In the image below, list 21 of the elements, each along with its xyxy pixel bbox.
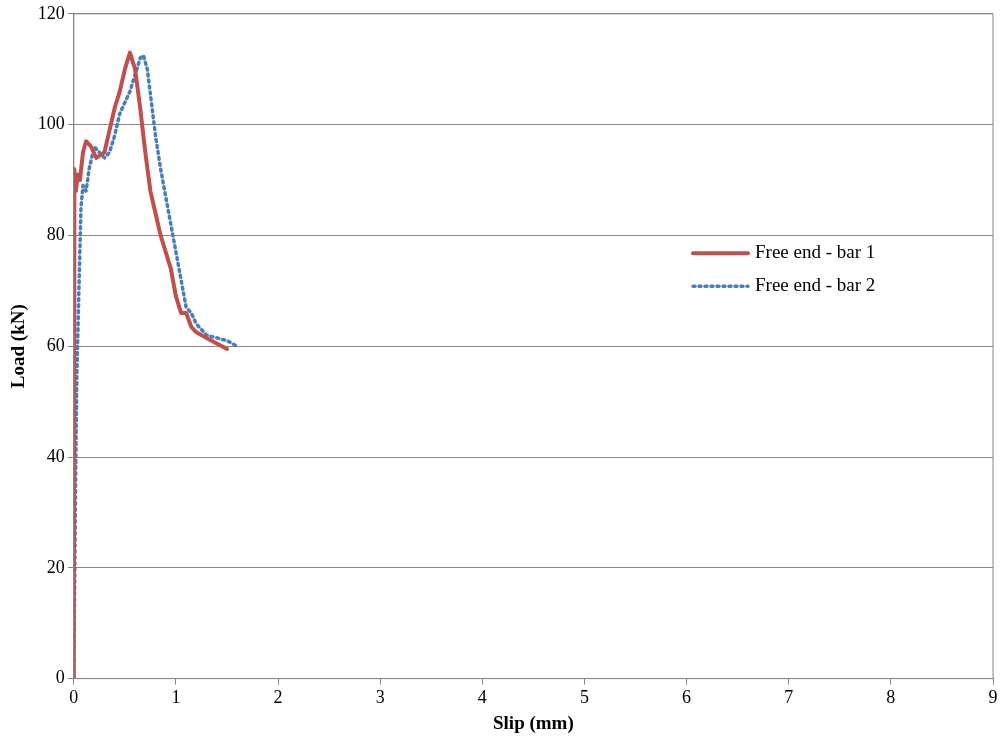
legend-label: Free end - bar 1 <box>755 241 876 263</box>
y-tick-label: 20 <box>46 556 65 577</box>
x-tick-label: 6 <box>682 687 692 708</box>
x-tick-label: 1 <box>171 687 181 708</box>
x-tick-label: 2 <box>273 687 283 708</box>
y-tick-label: 100 <box>37 113 65 134</box>
x-tick-label: 5 <box>579 687 589 708</box>
y-tick-label: 120 <box>37 2 65 23</box>
x-tick-label: 0 <box>69 687 79 708</box>
x-axis-title: Slip (mm) <box>493 711 574 734</box>
x-tick-label: 9 <box>988 687 998 708</box>
y-tick-label: 40 <box>46 445 65 466</box>
y-axis-title: Load (kN) <box>7 304 30 389</box>
x-tick-label: 4 <box>477 687 487 708</box>
x-tick-label: 3 <box>375 687 385 708</box>
y-tick-label: 0 <box>55 667 65 688</box>
x-tick-label: 8 <box>886 687 896 708</box>
y-tick-label: 80 <box>46 224 65 245</box>
y-tick-label: 60 <box>46 334 65 355</box>
x-tick-label: 7 <box>784 687 794 708</box>
legend-label: Free end - bar 2 <box>755 274 876 296</box>
